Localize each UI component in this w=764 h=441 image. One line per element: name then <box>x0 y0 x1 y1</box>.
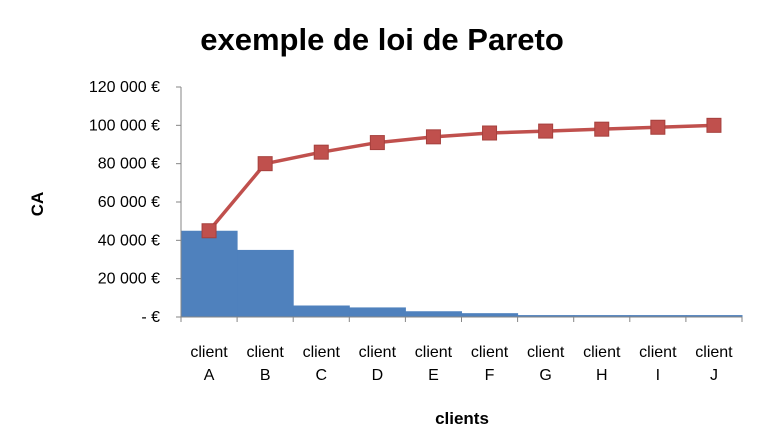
bar-series <box>181 230 743 317</box>
x-axis-ticks: client A client B client C client D client E clien… <box>180 317 743 384</box>
x-tick-label-d: client D <box>359 344 397 384</box>
x-tick-label-b: client B <box>246 344 284 384</box>
line-marker-h <box>594 121 610 137</box>
y-axis-ticks: - € 20 000 € 40 000 € 60 000 € 80 000 € 100 0… <box>89 79 181 326</box>
y-tick-label: 120 000 € <box>89 79 160 96</box>
x-tick-label-c: client C <box>303 344 341 384</box>
x-tick-label-g: client G <box>527 344 565 384</box>
y-tick-label: 100 000 € <box>89 117 160 134</box>
x-tick-label-e: client E <box>415 344 453 384</box>
bar-b <box>237 249 294 317</box>
x-tick-label-f: client F <box>471 344 509 384</box>
bar-a <box>181 230 238 317</box>
y-tick-label: 60 000 € <box>98 194 160 211</box>
y-tick-label: 40 000 € <box>98 232 160 249</box>
x-tick-label-i: client I <box>639 344 677 384</box>
line-marker-i <box>650 119 666 135</box>
line-marker-b <box>257 156 273 172</box>
y-tick-label: 20 000 € <box>98 271 160 288</box>
x-tick-label-a: client A <box>190 344 228 384</box>
y-tick-label: - € <box>141 309 160 326</box>
x-axis-label: clients <box>435 409 489 428</box>
cumulative-line <box>207 123 715 232</box>
bar-j <box>685 315 743 317</box>
bar-g <box>517 315 575 317</box>
bar-e <box>405 311 462 317</box>
bar-f <box>461 313 519 317</box>
y-axis-label: CA <box>28 192 47 217</box>
bar-i <box>629 315 687 317</box>
line-marker-e <box>425 129 441 145</box>
line-marker-g <box>538 123 554 139</box>
y-tick-label: 80 000 € <box>98 156 160 173</box>
line-marker-j <box>706 117 722 133</box>
bar-h <box>573 315 631 317</box>
bar-d <box>349 307 406 317</box>
line-marker-a <box>201 223 217 239</box>
line-marker-d <box>369 135 385 151</box>
x-tick-label-j: client J <box>695 344 733 384</box>
cumulative-line-series <box>201 117 722 239</box>
x-tick-label-h: client H <box>583 344 621 384</box>
line-marker-c <box>313 144 329 160</box>
chart-title: exemple de loi de Pareto <box>200 22 564 57</box>
bar-c <box>293 305 350 317</box>
line-marker-f <box>482 125 498 141</box>
